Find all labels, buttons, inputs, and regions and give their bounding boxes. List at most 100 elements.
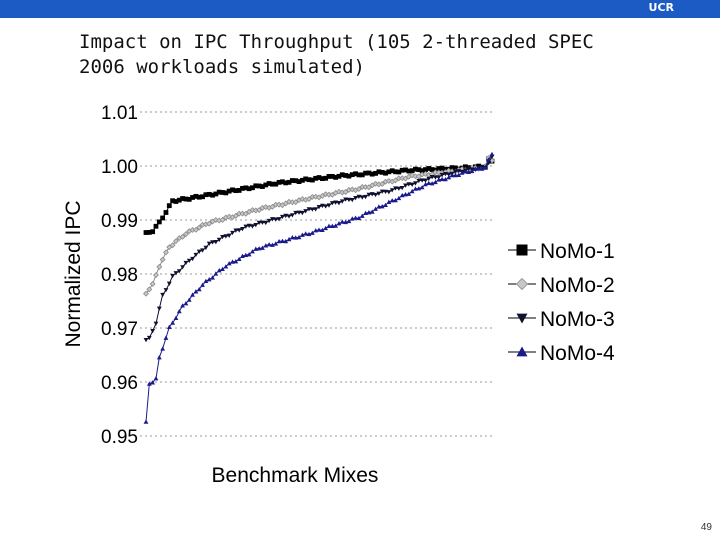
data-point (150, 380, 156, 385)
data-point (349, 172, 355, 178)
data-point (476, 165, 482, 171)
data-point (376, 204, 382, 209)
data-point (149, 280, 156, 287)
data-point (210, 275, 215, 280)
data-point (303, 209, 309, 214)
data-point (306, 196, 312, 202)
data-point (146, 286, 153, 293)
data-point (406, 191, 412, 196)
data-point (269, 203, 276, 210)
data-point (369, 209, 375, 214)
data-point (250, 249, 255, 254)
data-point (373, 206, 378, 211)
data-point (333, 223, 339, 228)
data-point (426, 166, 432, 171)
data-point (203, 278, 209, 284)
data-point (449, 172, 455, 178)
data-point (439, 165, 445, 171)
data-point (182, 231, 189, 238)
data-point (462, 164, 468, 170)
data-point (286, 179, 292, 185)
data-point (313, 175, 319, 181)
y-tick-label: 1.00 (101, 157, 138, 178)
legend-label: NoMo-3 (540, 308, 615, 331)
data-point (293, 235, 299, 240)
data-point (260, 220, 265, 225)
data-point (280, 238, 285, 243)
data-point (200, 282, 205, 287)
slide-title: Impact on IPC Throughput (105 2-threaded… (79, 31, 594, 78)
data-point (403, 167, 408, 173)
data-point (309, 177, 315, 183)
data-point (366, 192, 372, 198)
data-point (143, 290, 149, 297)
data-point (299, 232, 305, 237)
data-point (180, 303, 185, 308)
data-point (319, 227, 325, 233)
data-point (170, 273, 176, 279)
data-point (383, 170, 388, 176)
data-point (349, 186, 356, 193)
org-label: UCR (648, 1, 674, 14)
data-point (316, 227, 322, 232)
data-point (206, 191, 212, 197)
data-point (379, 169, 385, 175)
data-point (180, 265, 185, 270)
data-point (292, 199, 299, 206)
data-point (256, 246, 262, 251)
data-point (299, 210, 305, 216)
data-point (356, 172, 362, 178)
data-point (416, 178, 422, 184)
data-point (276, 179, 282, 185)
data-point (276, 238, 282, 244)
data-point (353, 196, 358, 201)
data-point (230, 230, 235, 236)
data-point (156, 219, 162, 225)
data-point (323, 225, 329, 231)
data-point (173, 199, 179, 204)
data-point (160, 292, 166, 298)
data-point (200, 248, 205, 253)
data-point (306, 231, 312, 237)
data-point (172, 238, 179, 245)
data-point (166, 281, 172, 286)
data-point (326, 174, 332, 179)
data-point (266, 181, 272, 186)
data-point (453, 169, 458, 174)
data-point (203, 192, 209, 198)
data-point (193, 193, 199, 199)
data-point (393, 169, 398, 175)
data-point (240, 226, 245, 232)
data-point (196, 224, 203, 231)
data-point (156, 263, 163, 270)
data-point (403, 183, 408, 188)
data-point (296, 234, 302, 240)
data-point (416, 186, 422, 191)
data-point (179, 233, 186, 240)
y-tick-label: 0.99 (101, 211, 138, 232)
data-point (276, 217, 282, 222)
data-point (186, 297, 192, 302)
data-point (369, 171, 375, 177)
data-point (183, 260, 189, 266)
data-point (143, 337, 149, 343)
data-point (469, 168, 475, 174)
legend-item-nomo-2: NoMo-2 (508, 274, 615, 297)
data-point (273, 217, 279, 222)
data-point (283, 180, 289, 186)
data-point (329, 173, 335, 179)
data-point (206, 241, 212, 246)
data-point (436, 166, 442, 171)
data-point (343, 173, 349, 178)
data-point (396, 195, 402, 201)
data-point (349, 197, 355, 203)
data-point (393, 197, 398, 203)
data-point (243, 224, 249, 229)
data-point (226, 233, 232, 238)
y-tick-label: 0.98 (101, 265, 138, 286)
data-point (389, 188, 395, 193)
data-point (236, 188, 242, 193)
data-point (190, 195, 195, 200)
chart-series (143, 151, 495, 424)
